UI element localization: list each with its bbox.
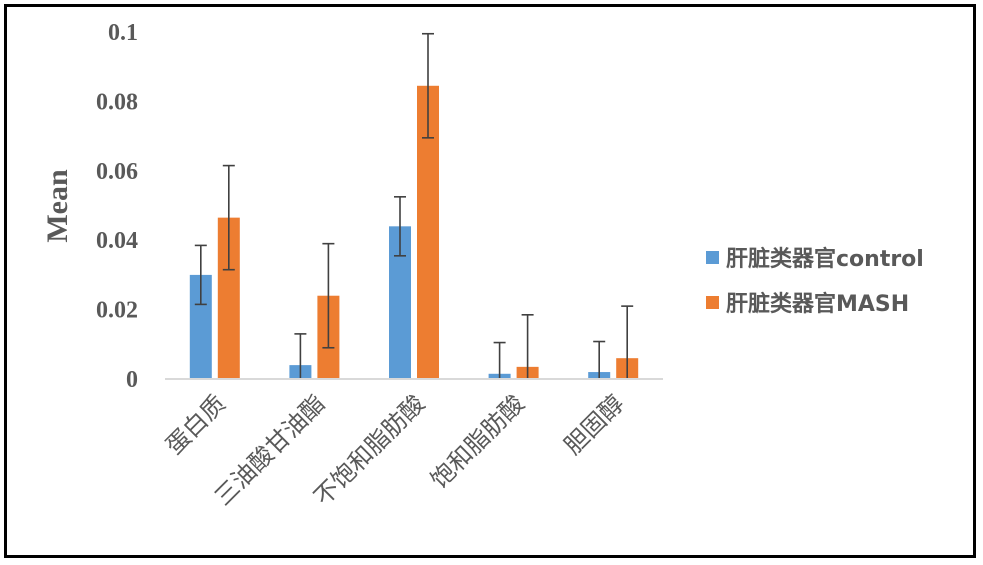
y-tick-label: 0.08	[96, 89, 138, 115]
error-bar	[493, 341, 506, 380]
legend-swatch	[706, 296, 719, 309]
y-axis-title: Mean	[41, 169, 74, 243]
x-tick-label: 饱和脂肪酸	[425, 389, 530, 494]
bar-mash-0	[217, 217, 240, 379]
x-tick-label: 胆固醇	[559, 389, 630, 460]
y-axis-ticks: 0 0.02 0.04 0.06 0.08 0.1	[96, 20, 138, 393]
y-tick-label: 0.1	[108, 20, 138, 46]
bar-mash-2	[417, 85, 439, 379]
legend-swatch	[706, 251, 719, 264]
error-bar	[394, 196, 406, 257]
x-tick-label: 蛋白质	[160, 389, 231, 460]
error-bar	[222, 164, 235, 271]
legend-label: 肝脏类器官MASH	[726, 291, 909, 317]
bar-control-0	[189, 274, 212, 379]
error-bars	[194, 32, 634, 380]
bars	[189, 85, 639, 379]
error-bar	[422, 32, 434, 139]
y-tick-label: 0.06	[96, 159, 138, 185]
legend-label: 肝脏类器官control	[726, 246, 924, 272]
bar-control-2	[389, 226, 411, 379]
y-tick-label: 0.02	[96, 298, 138, 324]
error-bar	[194, 244, 207, 306]
chart-frame	[4, 4, 976, 558]
y-tick-label: 0.04	[96, 228, 138, 254]
y-tick-label: 0	[126, 367, 138, 393]
error-bar	[322, 242, 335, 349]
legend: 肝脏类器官control 肝脏类器官MASH	[706, 246, 924, 317]
